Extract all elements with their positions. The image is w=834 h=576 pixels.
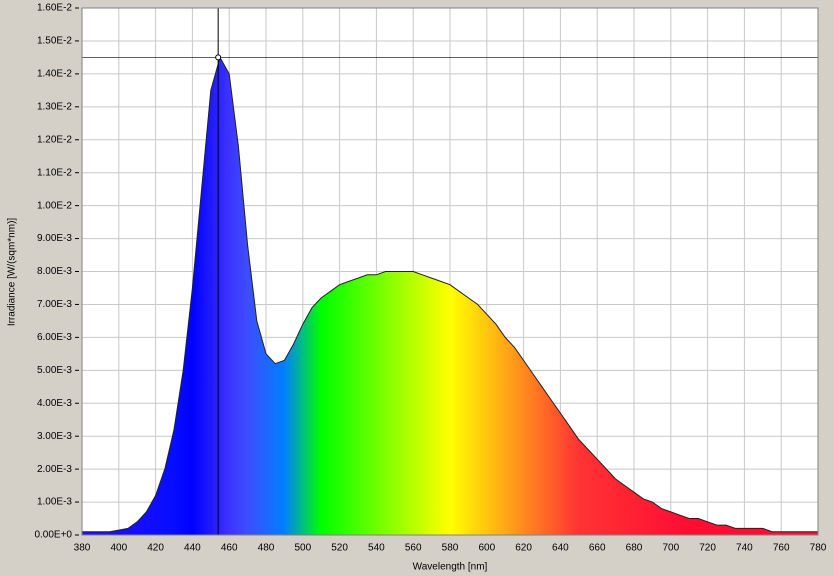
y-tick-label: 7.00E-3 bbox=[37, 299, 72, 310]
x-tick-label: 640 bbox=[552, 543, 569, 554]
x-tick-label: 580 bbox=[442, 543, 459, 554]
x-axis-label: Wavelength [nm] bbox=[413, 562, 488, 573]
y-tick-label: 1.60E-2 bbox=[37, 3, 72, 14]
y-tick-label: 1.20E-2 bbox=[37, 134, 72, 145]
y-tick-label: 1.10E-2 bbox=[37, 167, 72, 178]
y-tick-label: 1.30E-2 bbox=[37, 101, 72, 112]
y-tick-label: 2.00E-3 bbox=[37, 464, 72, 475]
cursor-point bbox=[215, 54, 222, 61]
y-tick-label: 4.00E-3 bbox=[37, 398, 72, 409]
y-tick-label: 1.00E-2 bbox=[37, 200, 72, 211]
x-tick-label: 560 bbox=[405, 543, 422, 554]
x-tick-label: 380 bbox=[74, 543, 91, 554]
area bbox=[82, 57, 818, 536]
line bbox=[82, 56, 818, 533]
x-tick-label: 660 bbox=[589, 543, 606, 554]
x-tick-label: 780 bbox=[810, 543, 827, 554]
x-tick-label: 420 bbox=[147, 543, 164, 554]
y-tick-label: 0.00E+0 bbox=[34, 530, 72, 541]
y-tick-label: 1.00E-3 bbox=[37, 497, 72, 508]
y-tick-label: 1.50E-2 bbox=[37, 36, 72, 47]
x-tick-label: 540 bbox=[368, 543, 385, 554]
x-tick-label: 760 bbox=[773, 543, 790, 554]
x-tick-label: 520 bbox=[331, 543, 348, 554]
y-tick-label: 8.00E-3 bbox=[37, 266, 72, 277]
y-tick-label: 3.00E-3 bbox=[37, 431, 72, 442]
y-axis-label: Irradiance [W/(sqm*nm)] bbox=[7, 218, 18, 327]
y-tick-label: 5.00E-3 bbox=[37, 365, 72, 376]
x-tick-label: 480 bbox=[258, 543, 275, 554]
x-tick-label: 600 bbox=[478, 543, 495, 554]
x-tick-label: 700 bbox=[662, 543, 679, 554]
y-tick-label: 9.00E-3 bbox=[37, 233, 72, 244]
x-tick-label: 460 bbox=[221, 543, 238, 554]
x-tick-label: 720 bbox=[699, 543, 716, 554]
y-tick-label: 6.00E-3 bbox=[37, 332, 72, 343]
x-tick-label: 440 bbox=[184, 543, 201, 554]
y-tick-label: 1.40E-2 bbox=[37, 69, 72, 80]
x-tick-label: 400 bbox=[110, 543, 127, 554]
x-tick-label: 500 bbox=[294, 543, 311, 554]
plot-frame bbox=[81, 7, 819, 536]
x-tick-label: 680 bbox=[626, 543, 643, 554]
x-tick-label: 740 bbox=[736, 543, 753, 554]
x-tick-label: 620 bbox=[515, 543, 532, 554]
